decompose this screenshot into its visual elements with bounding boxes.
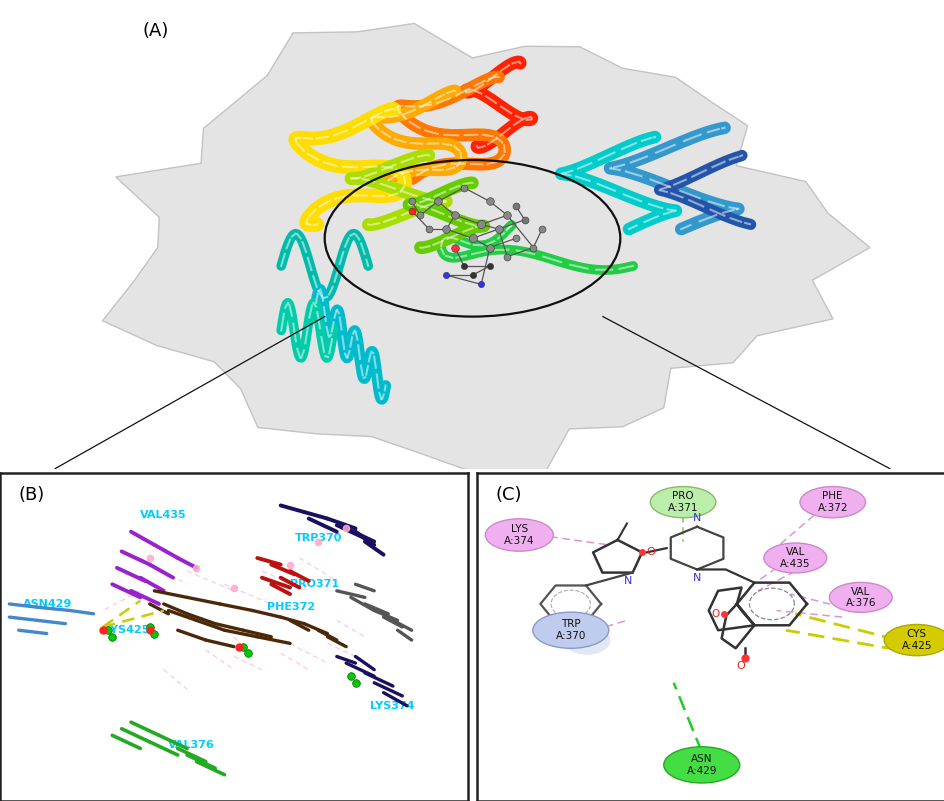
Text: PRO371: PRO371 — [290, 579, 339, 590]
Text: (C): (C) — [496, 485, 522, 504]
Text: O: O — [646, 547, 655, 557]
Ellipse shape — [485, 519, 553, 551]
Ellipse shape — [800, 486, 865, 517]
Text: PRO
A:371: PRO A:371 — [667, 491, 698, 513]
Text: VAL376: VAL376 — [168, 740, 215, 751]
Ellipse shape — [532, 612, 608, 648]
PathPatch shape — [102, 23, 869, 490]
Ellipse shape — [763, 543, 826, 573]
Text: ASN429: ASN429 — [24, 599, 73, 609]
Text: VAL435: VAL435 — [140, 510, 187, 521]
Text: ASN
A:429: ASN A:429 — [685, 754, 716, 775]
Text: VAL
A:376: VAL A:376 — [845, 586, 875, 608]
Text: CYS425: CYS425 — [103, 626, 150, 635]
Text: CYS
A:425: CYS A:425 — [901, 630, 931, 651]
Text: (A): (A) — [142, 22, 168, 40]
Text: O: O — [735, 662, 744, 671]
Text: LYS
A:374: LYS A:374 — [503, 524, 534, 545]
Text: N: N — [692, 573, 700, 583]
Text: TRP370: TRP370 — [295, 533, 342, 543]
Text: VAL
A:435: VAL A:435 — [779, 547, 810, 569]
Ellipse shape — [649, 486, 715, 517]
Ellipse shape — [564, 626, 610, 655]
Text: (B): (B) — [19, 485, 45, 504]
Text: N: N — [692, 513, 700, 524]
Ellipse shape — [884, 625, 944, 656]
Ellipse shape — [663, 747, 739, 783]
Text: LYS374: LYS374 — [369, 701, 413, 710]
Text: PHE372: PHE372 — [266, 602, 314, 612]
Ellipse shape — [829, 582, 891, 612]
Text: PHE
A:372: PHE A:372 — [817, 491, 847, 513]
Text: N: N — [623, 576, 632, 586]
Text: O: O — [710, 609, 718, 619]
Text: TRP
A:370: TRP A:370 — [555, 619, 585, 641]
